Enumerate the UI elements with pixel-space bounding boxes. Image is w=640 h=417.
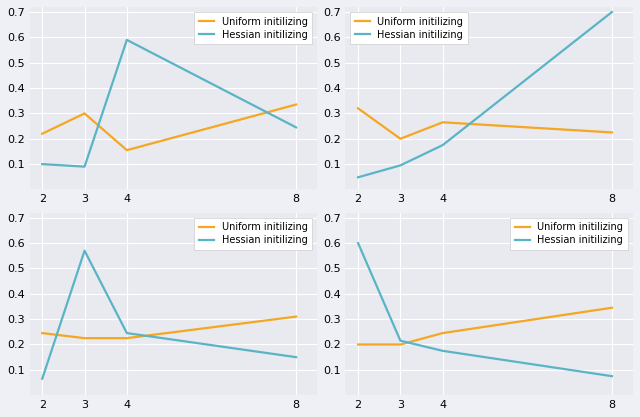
Legend: Uniform initilizing, Hessian initilizing: Uniform initilizing, Hessian initilizing <box>350 12 468 45</box>
Hessian initilizing <box>81 164 88 169</box>
Uniform initilizing <box>397 342 404 347</box>
Hessian initilizing <box>608 10 616 15</box>
Hessian initilizing <box>397 163 404 168</box>
Hessian initilizing <box>355 241 362 246</box>
Uniform initilizing <box>292 314 300 319</box>
Line: Uniform initilizing: Uniform initilizing <box>358 108 612 139</box>
Hessian initilizing <box>292 355 300 360</box>
Line: Hessian initilizing: Hessian initilizing <box>358 243 612 376</box>
Uniform initilizing <box>81 336 88 341</box>
Line: Uniform initilizing: Uniform initilizing <box>358 308 612 344</box>
Hessian initilizing <box>123 38 131 43</box>
Hessian initilizing <box>38 376 46 381</box>
Hessian initilizing <box>397 338 404 343</box>
Hessian initilizing <box>38 162 46 167</box>
Hessian initilizing <box>439 143 447 148</box>
Line: Hessian initilizing: Hessian initilizing <box>358 12 612 177</box>
Uniform initilizing <box>81 111 88 116</box>
Hessian initilizing <box>292 125 300 130</box>
Hessian initilizing <box>439 348 447 353</box>
Uniform initilizing <box>292 102 300 107</box>
Line: Uniform initilizing: Uniform initilizing <box>42 105 296 150</box>
Hessian initilizing <box>81 248 88 253</box>
Hessian initilizing <box>355 175 362 180</box>
Uniform initilizing <box>439 120 447 125</box>
Uniform initilizing <box>608 130 616 135</box>
Legend: Uniform initilizing, Hessian initilizing: Uniform initilizing, Hessian initilizing <box>195 12 312 45</box>
Legend: Uniform initilizing, Hessian initilizing: Uniform initilizing, Hessian initilizing <box>195 218 312 250</box>
Uniform initilizing <box>355 342 362 347</box>
Uniform initilizing <box>38 131 46 136</box>
Line: Hessian initilizing: Hessian initilizing <box>42 40 296 167</box>
Uniform initilizing <box>439 331 447 336</box>
Uniform initilizing <box>608 305 616 310</box>
Line: Uniform initilizing: Uniform initilizing <box>42 317 296 338</box>
Uniform initilizing <box>38 331 46 336</box>
Uniform initilizing <box>355 106 362 111</box>
Legend: Uniform initilizing, Hessian initilizing: Uniform initilizing, Hessian initilizing <box>510 218 628 250</box>
Uniform initilizing <box>123 336 131 341</box>
Uniform initilizing <box>123 148 131 153</box>
Line: Hessian initilizing: Hessian initilizing <box>42 251 296 379</box>
Hessian initilizing <box>608 374 616 379</box>
Hessian initilizing <box>123 331 131 336</box>
Uniform initilizing <box>397 136 404 141</box>
